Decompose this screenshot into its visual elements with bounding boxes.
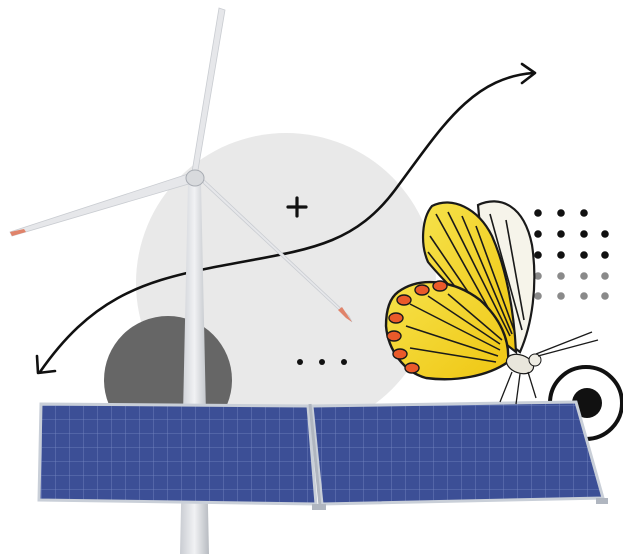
turbine-hub <box>185 169 205 187</box>
plus-icon <box>286 196 308 218</box>
trend-curve <box>35 62 537 375</box>
solar-panels <box>37 400 608 510</box>
arrow-head-right-icon <box>520 62 537 85</box>
arrow-head-left-icon <box>35 354 57 375</box>
solar-panel-left <box>37 402 318 506</box>
butterfly-body <box>505 353 535 375</box>
butterfly <box>384 200 599 405</box>
solar-panel-right <box>310 400 605 506</box>
butterfly-antenna <box>537 339 599 357</box>
dot-grid <box>534 209 609 300</box>
butterfly-hindwing <box>384 280 510 381</box>
ellipsis-icon <box>297 359 347 365</box>
